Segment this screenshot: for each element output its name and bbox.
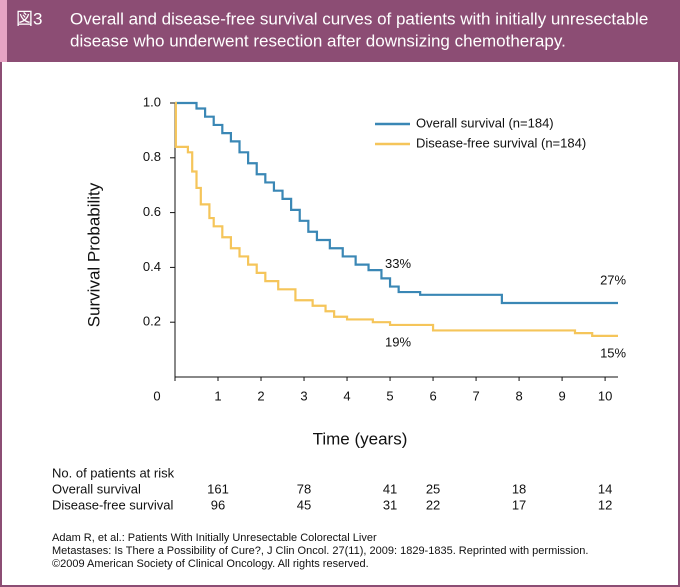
annotation: 33%	[385, 256, 411, 271]
risk-count: 17	[512, 497, 526, 512]
x-tick-label: 6	[429, 388, 436, 403]
y-tick-label: 0.2	[143, 314, 161, 329]
annotation: 15%	[600, 345, 626, 360]
citation: ©2009 American Society of Clinical Oncol…	[52, 558, 369, 570]
risk-count: 41	[383, 481, 397, 496]
survival-curve	[174, 101, 618, 337]
risk-row-label: Overall survival	[52, 481, 141, 496]
risk-count: 45	[297, 497, 311, 512]
risk-count: 96	[211, 497, 225, 512]
annotation: 27%	[600, 272, 626, 287]
x-tick-label: 0	[153, 388, 160, 403]
citation: Adam R, et al.: Patients With Initially …	[52, 532, 377, 544]
risk-count: 18	[512, 481, 526, 496]
x-axis-label: Time (years)	[313, 429, 408, 448]
risk-title: No. of patients at risk	[52, 465, 175, 480]
citation: Metastases: Is There a Possibility of Cu…	[52, 545, 588, 557]
x-tick-label: 7	[472, 388, 479, 403]
survival-curve	[175, 101, 618, 305]
risk-count: 22	[426, 497, 440, 512]
header-accent	[0, 0, 7, 62]
risk-count: 12	[598, 497, 612, 512]
title-line: Overall and disease-free survival curves…	[70, 9, 648, 28]
y-tick-label: 0.8	[143, 149, 161, 164]
x-tick-label: 4	[343, 388, 350, 403]
legend-label: Disease-free survival (n=184)	[416, 135, 586, 150]
risk-count: 161	[207, 481, 229, 496]
figure-label: 図3	[16, 9, 42, 28]
title-line: disease who underwent resection after do…	[70, 31, 566, 50]
legend-label: Overall survival (n=184)	[416, 115, 554, 130]
risk-count: 14	[598, 481, 612, 496]
x-tick-label: 3	[300, 388, 307, 403]
risk-count: 25	[426, 481, 440, 496]
x-tick-label: 1	[214, 388, 221, 403]
y-tick-label: 1.0	[143, 94, 161, 109]
x-tick-label: 2	[257, 388, 264, 403]
annotation: 19%	[385, 334, 411, 349]
x-tick-label: 10	[598, 388, 612, 403]
risk-count: 31	[383, 497, 397, 512]
header-band	[0, 0, 680, 62]
x-tick-label: 8	[515, 388, 522, 403]
x-tick-label: 5	[386, 388, 393, 403]
y-tick-label: 0.6	[143, 204, 161, 219]
risk-row-label: Disease-free survival	[52, 497, 173, 512]
risk-count: 78	[297, 481, 311, 496]
y-tick-label: 0.4	[143, 259, 161, 274]
y-axis-label: Survival Probability	[84, 182, 103, 327]
x-tick-label: 9	[558, 388, 565, 403]
